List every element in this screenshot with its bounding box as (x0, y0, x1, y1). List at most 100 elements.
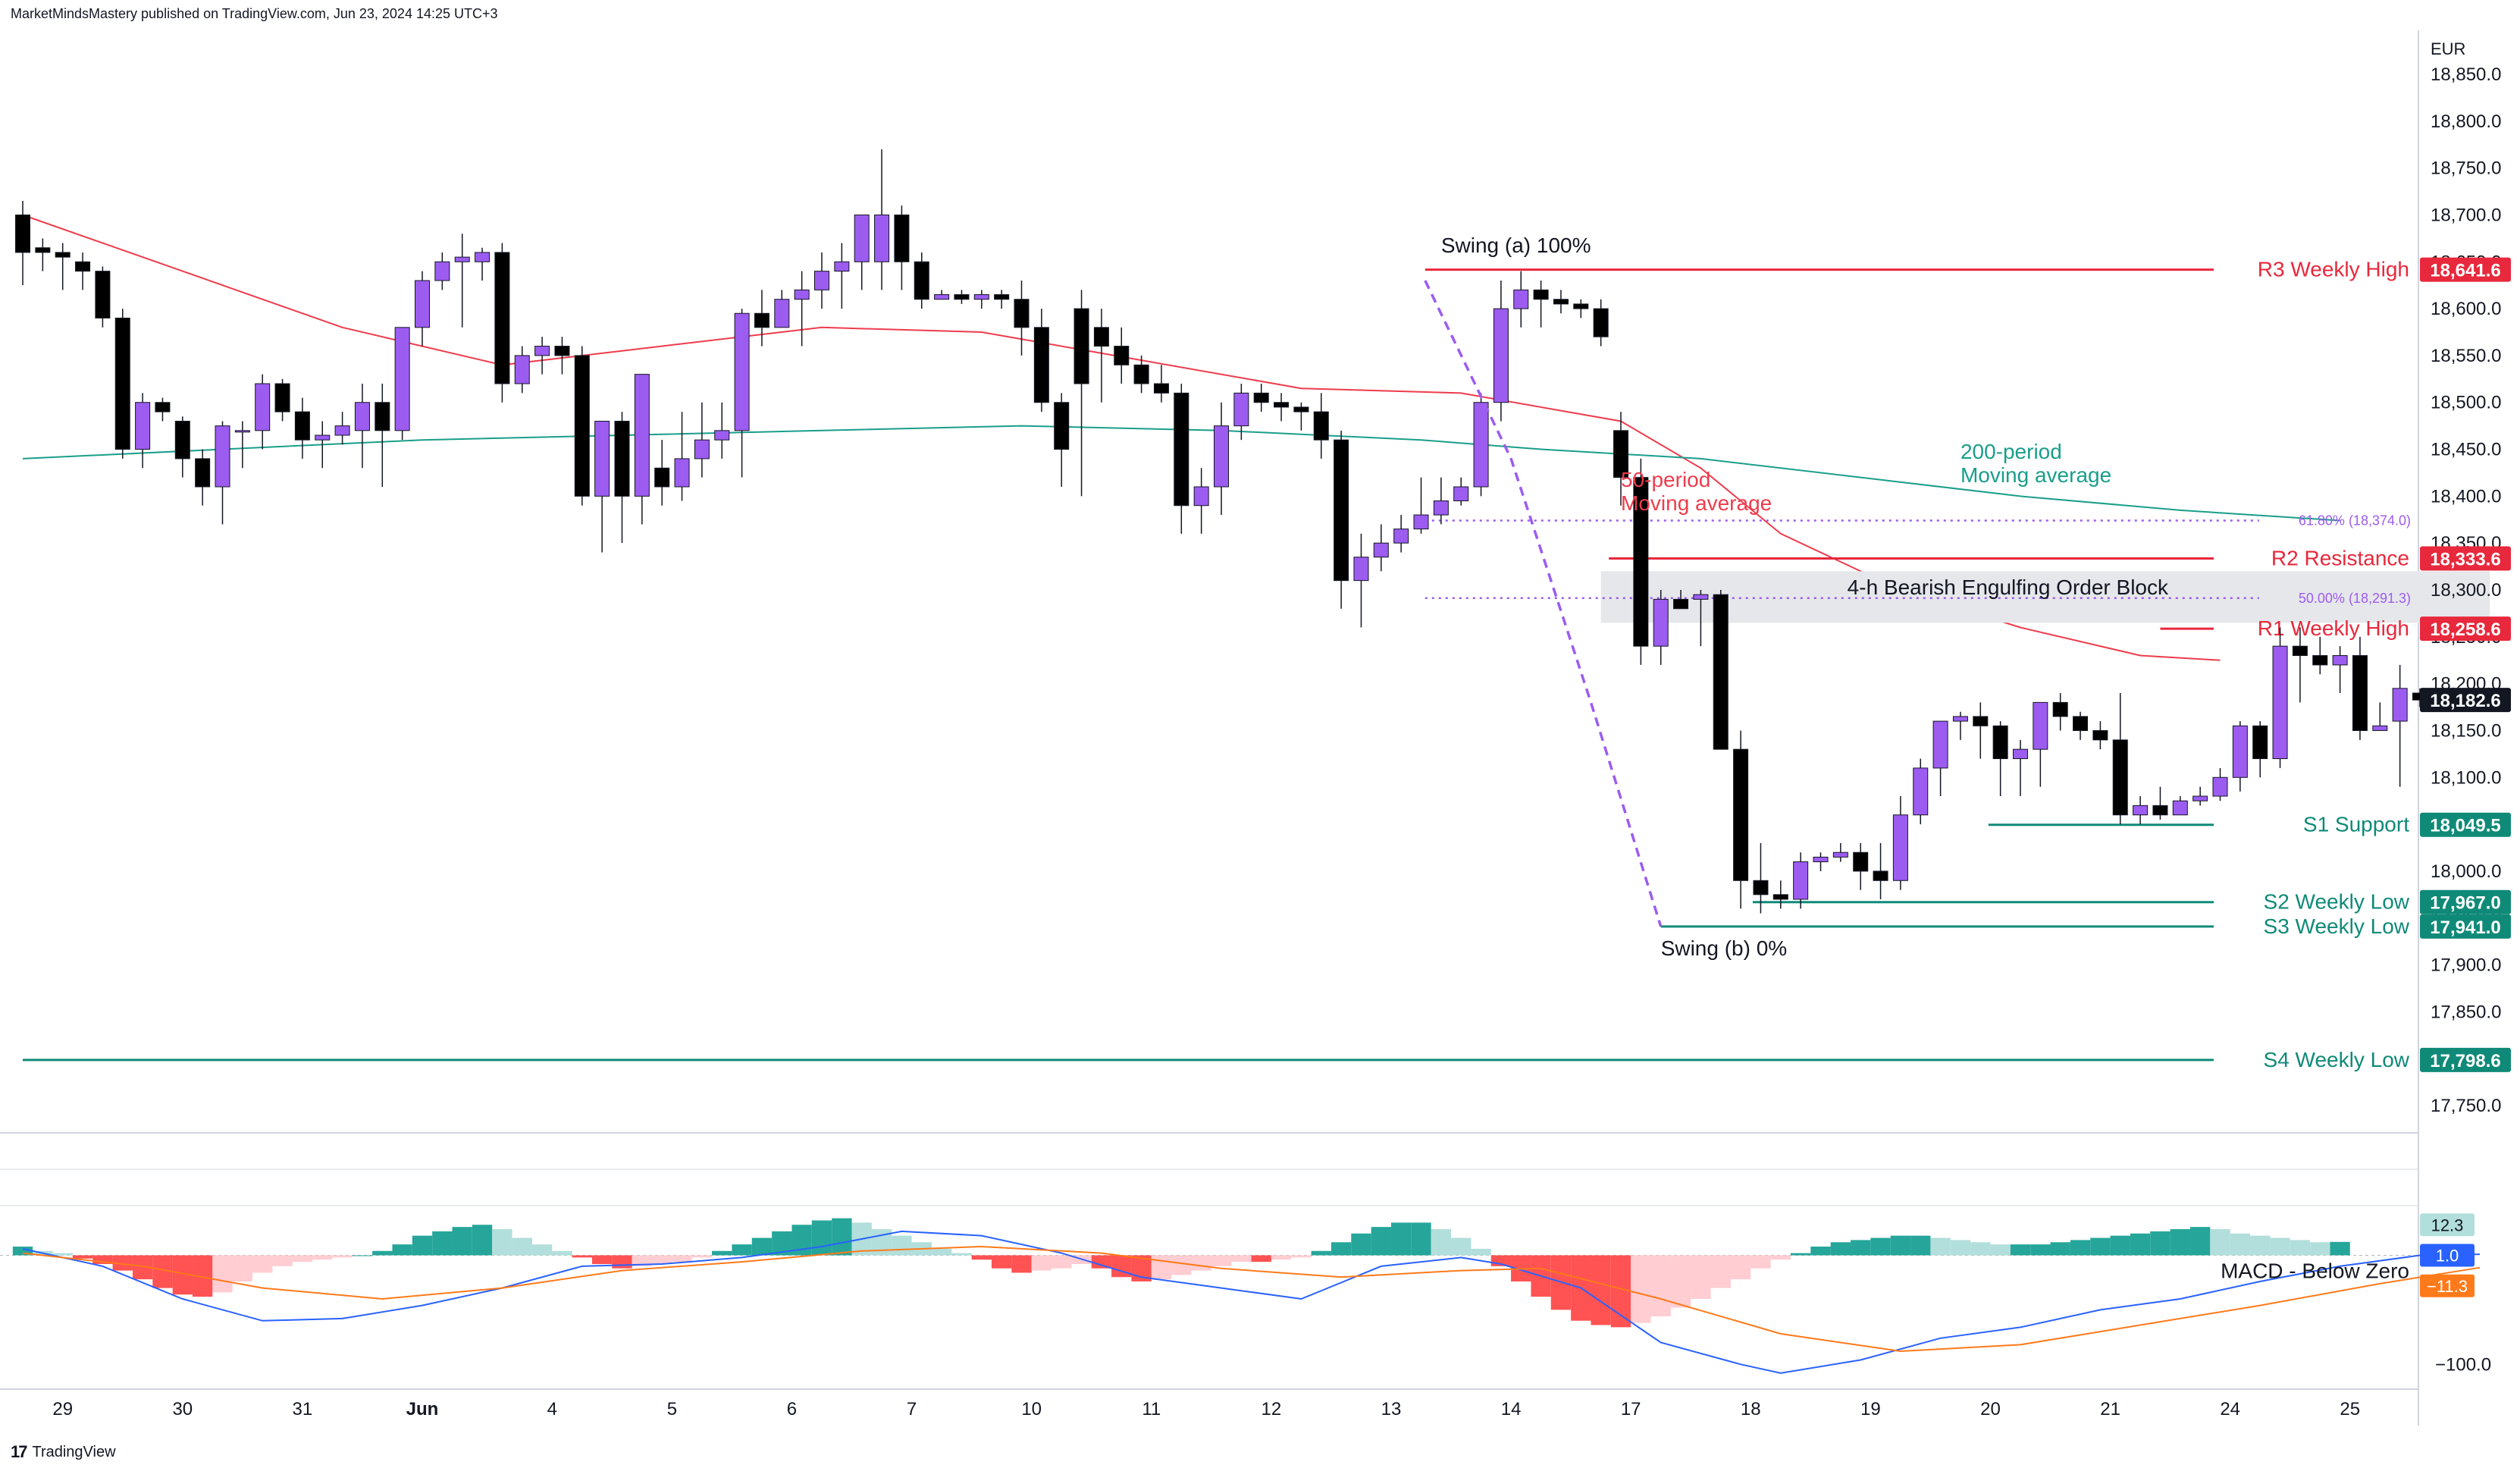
candle-body (394, 327, 410, 431)
time-tick: 4 (547, 1399, 557, 1419)
macd-histogram-bar (1291, 1255, 1312, 1258)
macd-line-badge: 1.0 (2436, 1247, 2459, 1266)
time-tick: 31 (293, 1399, 313, 1419)
candle-body (814, 271, 829, 290)
price-tick: 18,700.0 (2431, 205, 2501, 225)
candle (894, 205, 910, 290)
macd-histogram-bar (1890, 1235, 1911, 1256)
candle (1074, 290, 1089, 497)
macd-histogram-bar (1371, 1227, 1391, 1256)
candle-body (135, 402, 151, 450)
candle-body (954, 294, 970, 300)
candle (1334, 430, 1349, 609)
candle (1274, 393, 1290, 422)
candle (415, 271, 430, 347)
candle (973, 290, 989, 309)
macd-histogram-bar (1790, 1253, 1811, 1256)
candle (2252, 721, 2268, 778)
macd-histogram-bar (1091, 1255, 1112, 1269)
candle (654, 440, 670, 506)
candle (1533, 281, 1549, 328)
macd-histogram-bar (2130, 1233, 2151, 1256)
candle (2092, 721, 2108, 750)
candle-body (15, 214, 30, 253)
tradingview-brand: 17 TradingView (11, 1442, 116, 1462)
candle (2112, 693, 2128, 825)
level-price-badge-bg (2420, 889, 2511, 914)
candle (914, 252, 929, 309)
candle-body (1413, 514, 1429, 530)
candle-body (1193, 486, 1209, 507)
macd-histogram-bar (991, 1255, 1012, 1269)
candle-body (1074, 308, 1089, 384)
candle-body (1313, 411, 1329, 441)
candle-body (994, 294, 1010, 300)
candle (1114, 327, 1130, 384)
macd-histogram-bar (2050, 1242, 2070, 1256)
macd-histogram-bar (1451, 1237, 1472, 1256)
candle-body (1473, 402, 1489, 488)
candle-body (2252, 725, 2268, 760)
swing-dashed-line (1424, 280, 1663, 927)
macd-histogram-bar (2250, 1235, 2271, 1256)
candle-body (2392, 688, 2408, 722)
candle-body (1373, 542, 1389, 558)
candle-body (1513, 289, 1529, 309)
macd-histogram-bar (1251, 1255, 1271, 1263)
candle (1613, 412, 1628, 506)
candle-body (375, 402, 390, 431)
signal-line-badge-bg (2420, 1274, 2475, 1297)
macd-histogram-bar (1191, 1255, 1211, 1271)
macd-histogram-bar (1910, 1235, 1931, 1256)
candle-body (1054, 402, 1070, 450)
candle (274, 378, 290, 422)
candle (2192, 786, 2208, 806)
macd-histogram-bar (472, 1225, 493, 1256)
candle (2392, 664, 2408, 787)
candle (1174, 384, 1189, 534)
current-price-badge-bg (2420, 688, 2511, 713)
macd-histogram-bar (112, 1255, 133, 1271)
macd-histogram-bar (1650, 1255, 1671, 1316)
candle-body (1493, 308, 1509, 403)
candle (174, 416, 190, 478)
order-block-label: 4-h Bearish Engulfing Order Block (1848, 576, 2169, 599)
candle-body (1593, 308, 1609, 337)
candle-body (415, 280, 430, 328)
level-name: S4 Weekly Low (2264, 1048, 2410, 1071)
candle-body (934, 294, 950, 300)
candle (2172, 796, 2188, 816)
candle-body (234, 430, 250, 433)
candle (2212, 767, 2228, 801)
time-tick: 14 (1501, 1399, 1522, 1419)
candle (1233, 384, 1249, 441)
level-name: R3 Weekly High (2258, 258, 2409, 281)
candle (634, 374, 650, 525)
price-tick: 18,500.0 (2431, 393, 2501, 413)
macd-histogram-bar (572, 1255, 592, 1258)
candle (714, 402, 730, 459)
time-tick: 30 (172, 1399, 193, 1419)
candle-body (2152, 805, 2168, 816)
candle (2133, 796, 2149, 825)
candle (1054, 393, 1070, 487)
candle-body (794, 289, 810, 300)
candle (1633, 458, 1649, 665)
level-price-badge: 18,049.5 (2430, 816, 2500, 836)
candle (2352, 636, 2368, 740)
candle-body (434, 261, 450, 281)
macd-histogram-bar (1351, 1233, 1371, 1256)
current-price-badge: 18,182.6 (2430, 691, 2500, 711)
candle-body (215, 425, 230, 488)
candle (2073, 711, 2089, 740)
candle (1913, 758, 1929, 825)
macd-histogram-bar (332, 1255, 353, 1258)
candle-body (1174, 392, 1189, 507)
macd-histogram-bar (1171, 1255, 1192, 1275)
candle-body (2232, 725, 2248, 778)
macd-histogram-bar (2189, 1227, 2211, 1256)
candle-body (195, 458, 211, 488)
candle (1373, 524, 1389, 572)
candle-body (1334, 439, 1349, 582)
